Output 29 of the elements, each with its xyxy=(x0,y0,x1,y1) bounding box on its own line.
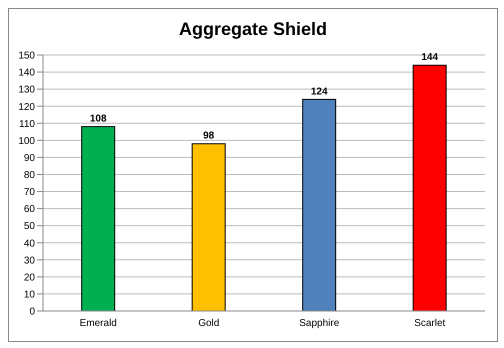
bar xyxy=(412,64,447,311)
y-tick-label: 90 xyxy=(24,152,36,164)
y-tick-label: 80 xyxy=(24,170,36,182)
data-label: 108 xyxy=(90,114,107,125)
y-tick-label: 0 xyxy=(29,306,36,318)
y-tick-label: 150 xyxy=(18,50,36,62)
data-label: 124 xyxy=(310,86,328,98)
chart-title: Aggregate Shield xyxy=(178,19,328,41)
y-tick-label: 130 xyxy=(18,84,36,96)
y-tick-label: 30 xyxy=(24,255,36,266)
y-tick-label: 10 xyxy=(24,289,36,300)
y-tick-label: 100 xyxy=(18,136,36,147)
x-tick-label: Sapphire xyxy=(299,318,340,330)
bar xyxy=(81,126,116,311)
y-tick-label: 20 xyxy=(24,272,36,284)
bar xyxy=(192,143,226,311)
y-tick-label: 140 xyxy=(18,68,36,79)
x-tick-label: Emerald xyxy=(80,318,117,330)
y-tick-label: 50 xyxy=(24,221,36,232)
y-tick-label: 70 xyxy=(24,187,36,198)
data-label: 144 xyxy=(421,52,438,64)
y-tick-label: 120 xyxy=(18,102,36,113)
bar xyxy=(302,98,336,311)
y-tick-label: 40 xyxy=(24,238,36,250)
data-label: 98 xyxy=(203,130,215,142)
x-tick-label: Gold xyxy=(198,318,220,330)
y-tick-label: 60 xyxy=(24,204,36,216)
x-tick-label: Scarlet xyxy=(414,318,446,330)
y-tick-label: 110 xyxy=(19,118,36,130)
